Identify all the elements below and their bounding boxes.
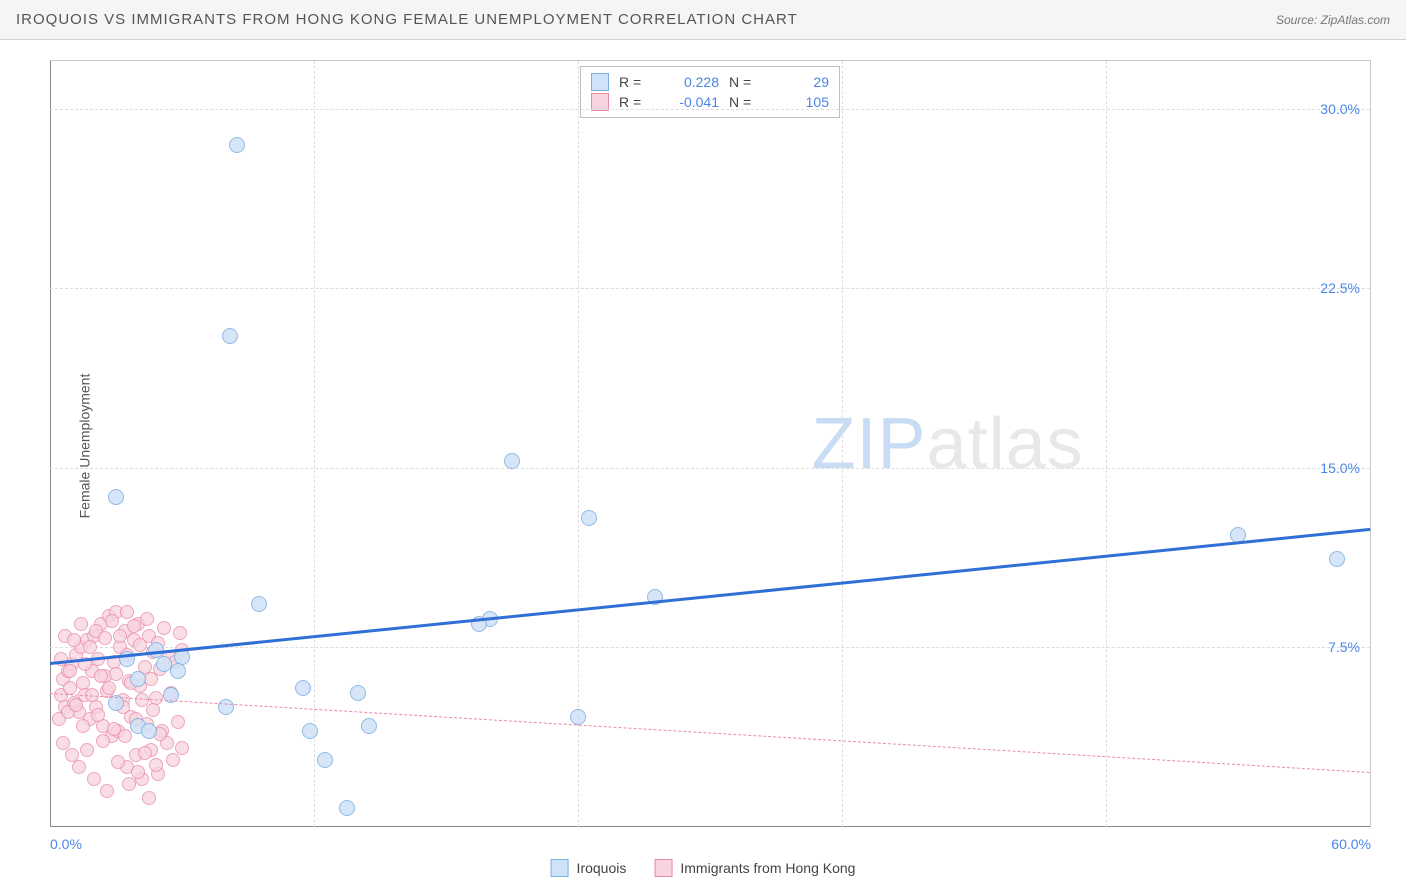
gridline-v bbox=[314, 61, 315, 827]
r-label: R = bbox=[619, 74, 649, 90]
r-value-series2: -0.041 bbox=[659, 94, 719, 110]
data-point bbox=[96, 734, 110, 748]
correlation-row-series1: R = 0.228 N = 29 bbox=[591, 73, 829, 91]
gridline-h bbox=[50, 109, 1370, 110]
data-point bbox=[76, 719, 90, 733]
data-point bbox=[133, 638, 147, 652]
data-point bbox=[118, 729, 132, 743]
n-label: N = bbox=[729, 94, 759, 110]
legend-item-series2: Immigrants from Hong Kong bbox=[654, 859, 855, 877]
swatch-series1-bottom bbox=[551, 859, 569, 877]
data-point bbox=[157, 621, 171, 635]
data-point bbox=[339, 800, 355, 816]
data-point bbox=[72, 760, 86, 774]
y-axis-line bbox=[50, 61, 51, 827]
watermark-part1: ZIP bbox=[812, 404, 927, 484]
y-tick-label: 15.0% bbox=[1320, 460, 1360, 476]
source-attribution: Source: ZipAtlas.com bbox=[1276, 13, 1390, 27]
data-point bbox=[166, 753, 180, 767]
data-point bbox=[113, 629, 127, 643]
data-point bbox=[83, 640, 97, 654]
data-point bbox=[105, 614, 119, 628]
watermark-part2: atlas bbox=[927, 404, 1084, 484]
r-value-series1: 0.228 bbox=[659, 74, 719, 90]
series-legend: Iroquois Immigrants from Hong Kong bbox=[551, 859, 856, 877]
n-label: N = bbox=[729, 74, 759, 90]
data-point bbox=[229, 137, 245, 153]
gridline-v bbox=[1106, 61, 1107, 827]
data-point bbox=[146, 703, 160, 717]
swatch-series2-bottom bbox=[654, 859, 672, 877]
plot-area: ZIPatlas R = 0.228 N = 29 R = -0.041 N =… bbox=[50, 60, 1371, 827]
data-point bbox=[87, 772, 101, 786]
data-point bbox=[222, 328, 238, 344]
x-tick-min: 0.0% bbox=[50, 836, 82, 852]
x-tick-max: 60.0% bbox=[1331, 836, 1371, 852]
gridline-h bbox=[50, 647, 1370, 648]
data-point bbox=[108, 489, 124, 505]
data-point bbox=[120, 605, 134, 619]
data-point bbox=[570, 709, 586, 725]
data-point bbox=[100, 784, 114, 798]
data-point bbox=[98, 631, 112, 645]
data-point bbox=[295, 680, 311, 696]
data-point bbox=[67, 633, 81, 647]
y-tick-label: 30.0% bbox=[1320, 101, 1360, 117]
data-point bbox=[142, 791, 156, 805]
data-point bbox=[130, 671, 146, 687]
data-point bbox=[91, 708, 105, 722]
watermark: ZIPatlas bbox=[812, 403, 1084, 485]
data-point bbox=[302, 723, 318, 739]
gridline-h bbox=[50, 468, 1370, 469]
correlation-legend: R = 0.228 N = 29 R = -0.041 N = 105 bbox=[580, 66, 840, 118]
chart-title: IROQUOIS VS IMMIGRANTS FROM HONG KONG FE… bbox=[16, 11, 798, 28]
data-point bbox=[141, 723, 157, 739]
trend-line bbox=[50, 693, 1370, 773]
data-point bbox=[63, 664, 77, 678]
data-point bbox=[251, 596, 267, 612]
n-value-series1: 29 bbox=[769, 74, 829, 90]
swatch-series1 bbox=[591, 73, 609, 91]
data-point bbox=[69, 698, 83, 712]
data-point bbox=[218, 699, 234, 715]
data-point bbox=[581, 510, 597, 526]
data-point bbox=[122, 777, 136, 791]
data-point bbox=[149, 758, 163, 772]
series2-name: Immigrants from Hong Kong bbox=[680, 860, 855, 876]
data-point bbox=[74, 617, 88, 631]
data-point bbox=[171, 715, 185, 729]
y-tick-label: 22.5% bbox=[1320, 280, 1360, 296]
gridline-v bbox=[842, 61, 843, 827]
gridline-h bbox=[50, 288, 1370, 289]
data-point bbox=[175, 741, 189, 755]
data-point bbox=[102, 681, 116, 695]
n-value-series2: 105 bbox=[769, 94, 829, 110]
r-label: R = bbox=[619, 94, 649, 110]
title-bar: IROQUOIS VS IMMIGRANTS FROM HONG KONG FE… bbox=[0, 0, 1406, 40]
data-point bbox=[173, 626, 187, 640]
data-point bbox=[111, 755, 125, 769]
data-point bbox=[144, 672, 158, 686]
legend-item-series1: Iroquois bbox=[551, 859, 627, 877]
data-point bbox=[350, 685, 366, 701]
data-point bbox=[140, 612, 154, 626]
data-point bbox=[361, 718, 377, 734]
data-point bbox=[138, 746, 152, 760]
x-axis-line bbox=[50, 826, 1370, 827]
data-point bbox=[317, 752, 333, 768]
data-point bbox=[127, 619, 141, 633]
data-point bbox=[504, 453, 520, 469]
y-tick-label: 7.5% bbox=[1328, 639, 1360, 655]
data-point bbox=[1329, 551, 1345, 567]
series1-name: Iroquois bbox=[577, 860, 627, 876]
trend-line bbox=[50, 528, 1370, 665]
data-point bbox=[131, 765, 145, 779]
data-point bbox=[170, 663, 186, 679]
data-point bbox=[109, 667, 123, 681]
data-point bbox=[80, 743, 94, 757]
